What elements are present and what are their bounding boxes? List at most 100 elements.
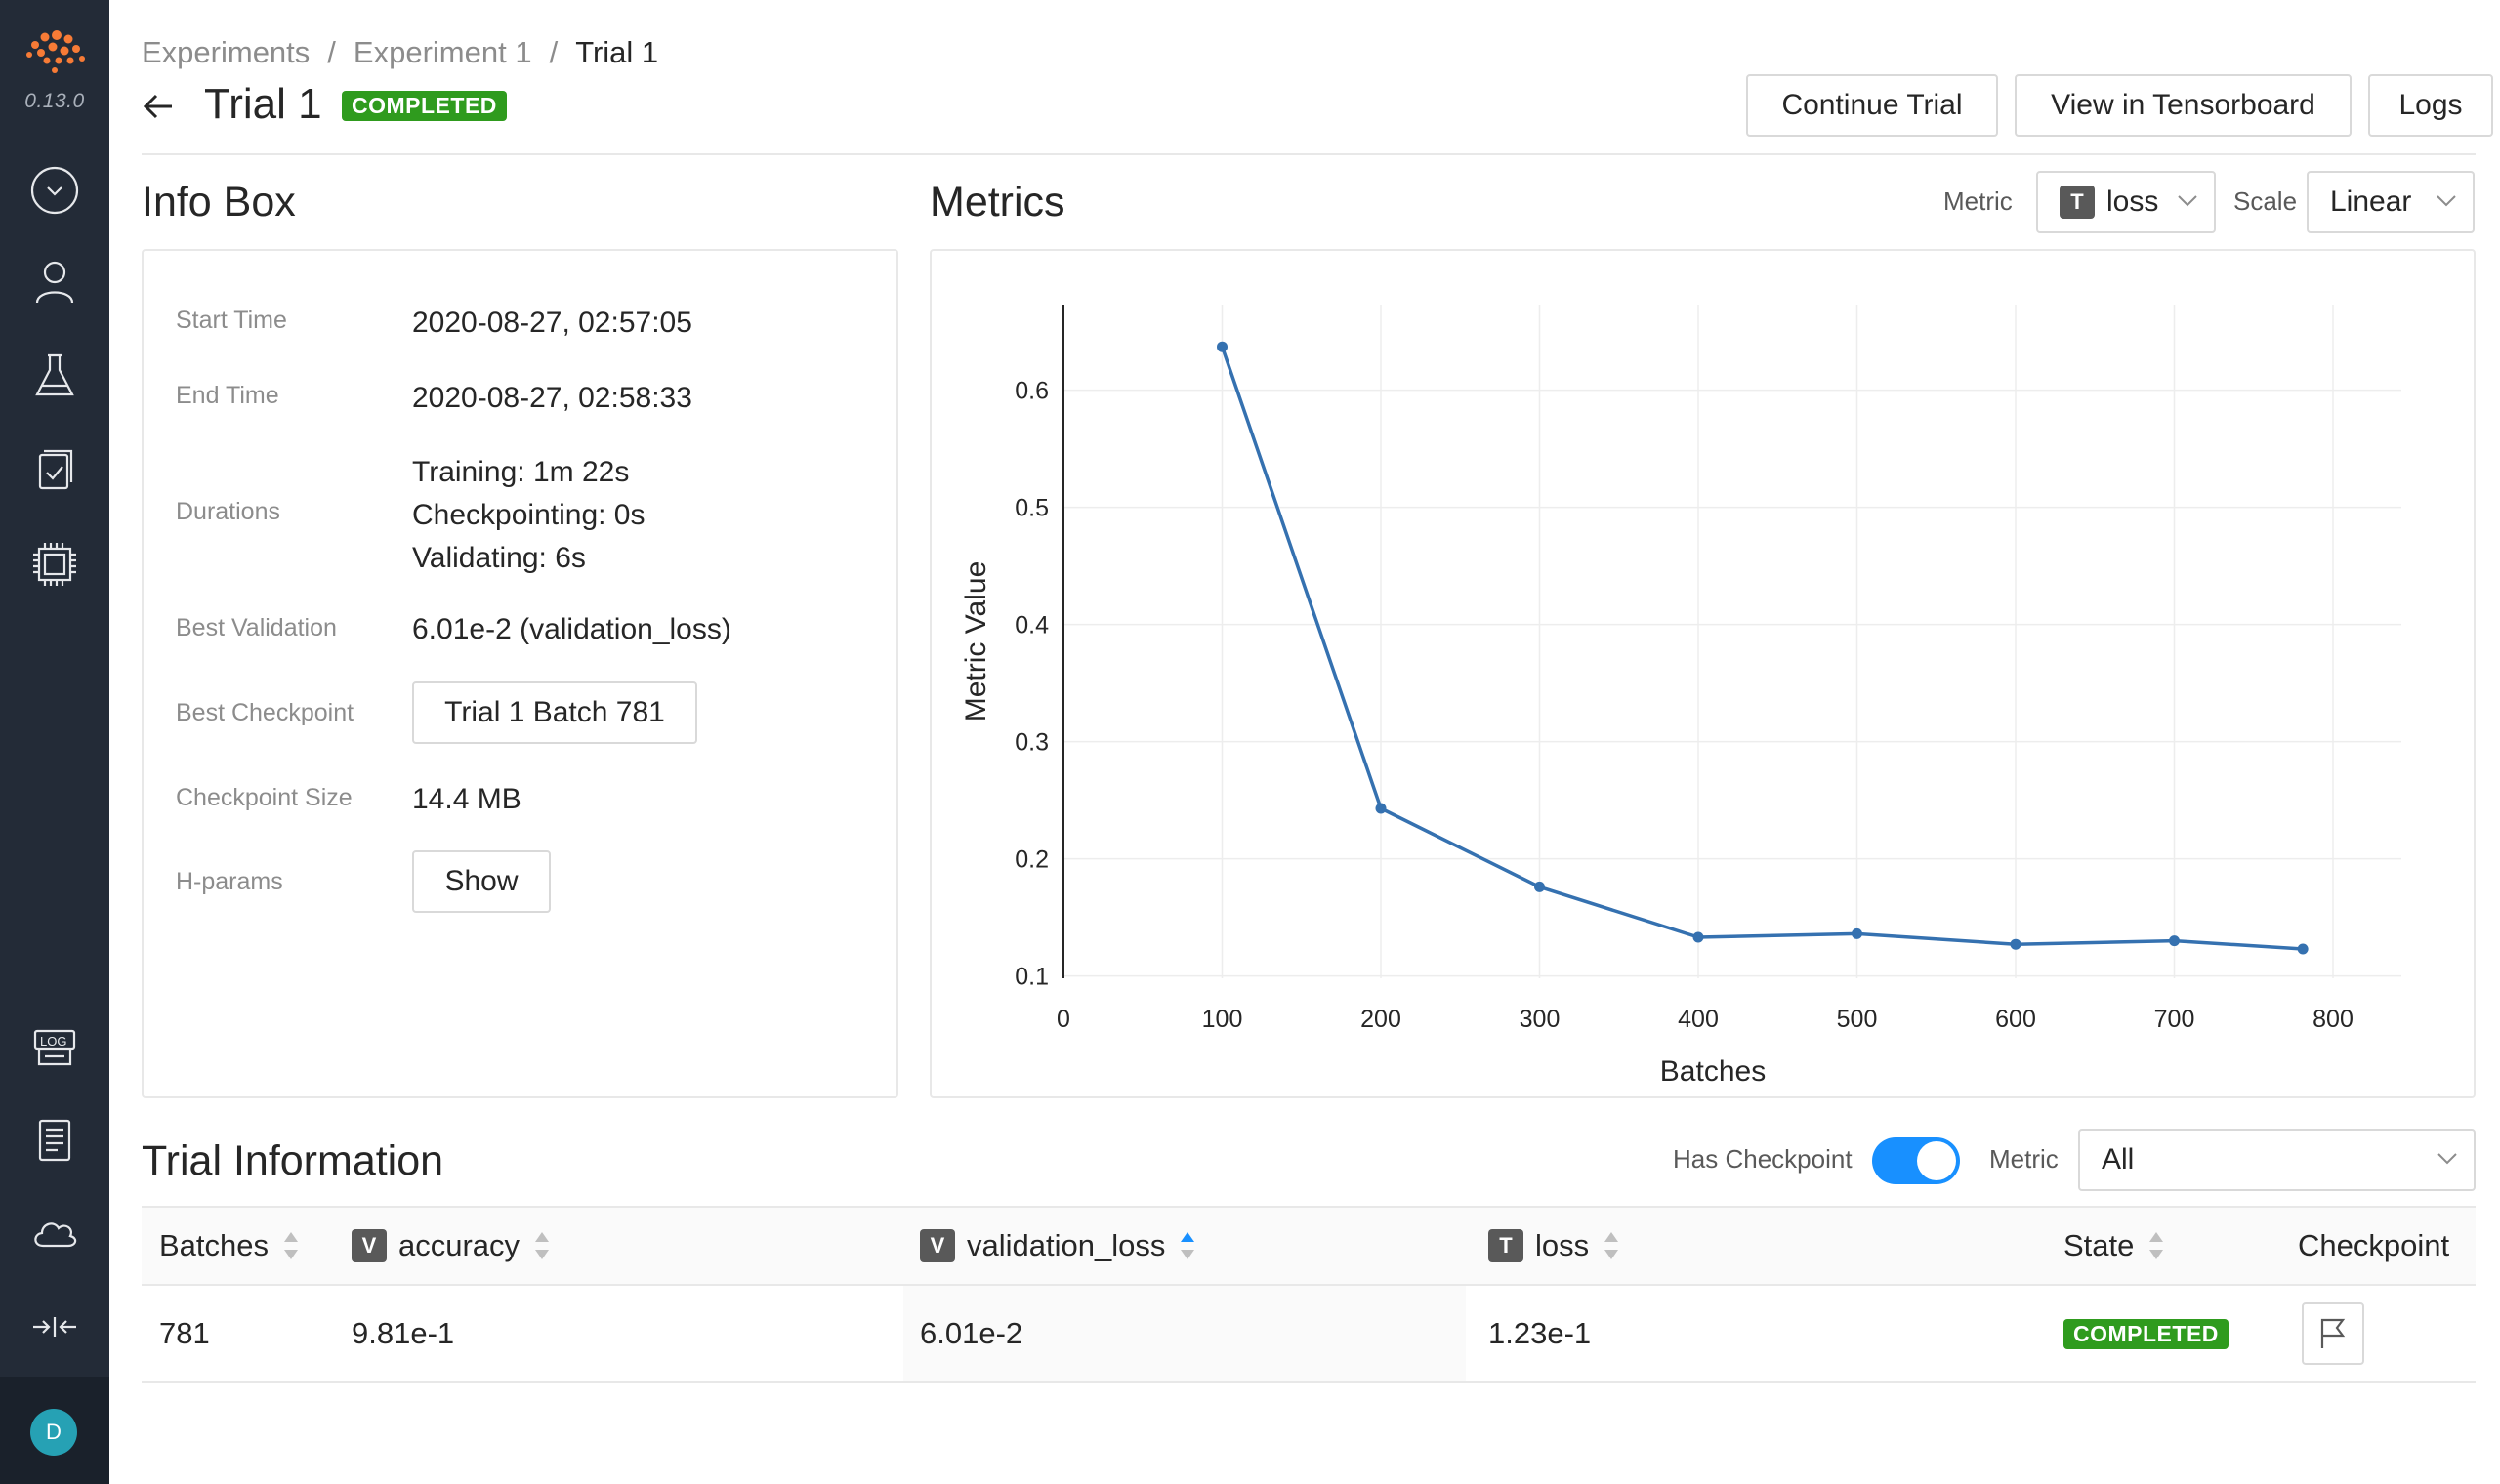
data-point bbox=[2297, 943, 2309, 955]
series-line bbox=[1220, 346, 2304, 951]
metric-select[interactable]: T loss bbox=[2036, 171, 2216, 233]
y-tick-label: 0.6 bbox=[1015, 378, 1049, 405]
col-header-validation-loss[interactable]: V validation_loss bbox=[920, 1208, 1195, 1284]
validation-tag: V bbox=[352, 1229, 387, 1262]
col-label: loss bbox=[1535, 1228, 1590, 1262]
trial-metric-value: All bbox=[2102, 1143, 2135, 1175]
sidebar: 0.13.0 LOG D bbox=[0, 0, 109, 1484]
col-label: State bbox=[2063, 1228, 2135, 1262]
document-icon[interactable] bbox=[25, 1111, 84, 1170]
determined-logo-icon[interactable] bbox=[18, 25, 92, 80]
cell-checkpoint bbox=[2302, 1286, 2364, 1381]
sort-ascending-icon bbox=[1181, 1232, 1195, 1259]
y-tick-label: 0.1 bbox=[1015, 964, 1049, 991]
cluster-chip-icon[interactable] bbox=[25, 535, 84, 594]
col-header-checkpoint: Checkpoint bbox=[2298, 1228, 2450, 1262]
metric-select-label: Metric bbox=[1943, 186, 2013, 216]
app-version: 0.13.0 bbox=[24, 90, 85, 112]
data-point bbox=[1375, 803, 1387, 814]
status-badge: COMPLETED bbox=[342, 91, 507, 121]
breadcrumb-separator: / bbox=[549, 35, 559, 69]
checkpoint-flag-button[interactable] bbox=[2302, 1302, 2364, 1365]
validation-tag: V bbox=[920, 1229, 955, 1262]
sort-icon bbox=[2149, 1232, 2164, 1259]
sorted-column-bg bbox=[903, 1286, 1466, 1381]
start-time-value: 2020-08-27, 02:57:05 bbox=[412, 307, 692, 339]
col-header-loss[interactable]: T loss bbox=[1488, 1208, 1619, 1284]
y-tick-label: 0.2 bbox=[1015, 846, 1049, 874]
x-tick-label: 300 bbox=[1520, 1006, 1561, 1033]
scale-select[interactable]: Linear bbox=[2307, 171, 2475, 233]
scale-select-value: Linear bbox=[2330, 186, 2412, 218]
sort-icon bbox=[1604, 1232, 1619, 1259]
scale-select-label: Scale bbox=[2233, 186, 2298, 216]
continue-trial-button[interactable]: Continue Trial bbox=[1746, 74, 1998, 137]
avatar[interactable]: D bbox=[30, 1409, 77, 1456]
x-tick-label: 0 bbox=[1057, 1006, 1070, 1033]
col-label: validation_loss bbox=[967, 1228, 1166, 1262]
metrics-chart[interactable]: 0 100 200 300 400 500 600 700 800 0.1 0.2 0.3 0.4 0.5… bbox=[932, 251, 2478, 1100]
flask-icon[interactable] bbox=[25, 347, 84, 405]
log-icon[interactable]: LOG bbox=[25, 1017, 84, 1076]
metric-select-value: loss bbox=[2106, 186, 2159, 218]
cell-validation-loss: 6.01e-2 bbox=[920, 1316, 1023, 1350]
best-validation-label: Best Validation bbox=[176, 614, 337, 641]
x-tick-label: 200 bbox=[1360, 1006, 1401, 1033]
info-box: Start Time 2020-08-27, 02:57:05 End Time… bbox=[142, 249, 898, 1098]
chart-series bbox=[1217, 341, 2309, 955]
x-tick-label: 700 bbox=[2154, 1006, 2195, 1033]
best-checkpoint-button[interactable]: Trial 1 Batch 781 bbox=[412, 681, 697, 744]
tasks-icon[interactable] bbox=[25, 441, 84, 500]
svg-text:LOG: LOG bbox=[40, 1034, 66, 1049]
data-point bbox=[1534, 881, 1545, 892]
x-axis-label: Batches bbox=[1660, 1055, 1766, 1088]
user-icon[interactable] bbox=[25, 252, 84, 310]
x-tick-label: 600 bbox=[1995, 1006, 2036, 1033]
has-checkpoint-toggle[interactable] bbox=[1872, 1137, 1960, 1184]
cell-batches: 781 bbox=[159, 1316, 210, 1350]
col-header-accuracy[interactable]: V accuracy bbox=[352, 1208, 550, 1284]
cloud-icon[interactable] bbox=[25, 1205, 84, 1263]
breadcrumb-experiments[interactable]: Experiments bbox=[142, 35, 311, 69]
checkpoint-size-label: Checkpoint Size bbox=[176, 784, 353, 811]
cell-accuracy: 9.81e-1 bbox=[352, 1316, 455, 1350]
trial-info-title: Trial Information bbox=[142, 1137, 444, 1184]
hparams-show-button[interactable]: Show bbox=[412, 850, 551, 913]
y-axis-label: Metric Value bbox=[960, 561, 992, 722]
data-point bbox=[2169, 935, 2180, 947]
breadcrumb-experiment[interactable]: Experiment 1 bbox=[353, 35, 532, 69]
end-time-label: End Time bbox=[176, 382, 279, 409]
cell-loss: 1.23e-1 bbox=[1488, 1316, 1592, 1350]
chart-grid bbox=[1063, 305, 2401, 978]
x-tick-label: 400 bbox=[1678, 1006, 1719, 1033]
start-time-label: Start Time bbox=[176, 307, 287, 334]
back-arrow-icon[interactable] bbox=[142, 90, 175, 123]
x-tick-label: 100 bbox=[1202, 1006, 1243, 1033]
metrics-chart-card: 0 100 200 300 400 500 600 700 800 0.1 0.2 0.3 0.4 0.5… bbox=[930, 249, 2476, 1098]
has-checkpoint-label: Has Checkpoint bbox=[1673, 1144, 1853, 1174]
hparams-label: H-params bbox=[176, 868, 283, 895]
end-time-value: 2020-08-27, 02:58:33 bbox=[412, 382, 692, 414]
col-header-state[interactable]: State bbox=[2063, 1208, 2164, 1284]
best-checkpoint-label: Best Checkpoint bbox=[176, 699, 354, 726]
duration-validating: Validating: 6s bbox=[412, 542, 586, 574]
collapse-icon[interactable] bbox=[25, 1298, 84, 1356]
best-validation-value: 6.01e-2 (validation_loss) bbox=[412, 613, 731, 645]
header-divider bbox=[142, 153, 2476, 155]
cell-state: COMPLETED bbox=[2063, 1286, 2229, 1381]
sort-icon bbox=[284, 1232, 299, 1259]
trial-metric-select[interactable]: All bbox=[2078, 1129, 2476, 1191]
tensorboard-button[interactable]: View in Tensorboard bbox=[2015, 74, 2352, 137]
data-point bbox=[2010, 938, 2021, 950]
data-point bbox=[1692, 931, 1704, 943]
table-row[interactable]: 781 9.81e-1 6.01e-2 1.23e-1 COMPLETED bbox=[142, 1286, 2476, 1383]
chevron-down-icon bbox=[2438, 1153, 2457, 1165]
dropdown-circle-icon[interactable] bbox=[25, 161, 84, 220]
info-box-title: Info Box bbox=[142, 179, 296, 226]
toggle-knob bbox=[1917, 1141, 1956, 1180]
x-tick-label: 800 bbox=[2312, 1006, 2354, 1033]
col-header-batches[interactable]: Batches bbox=[159, 1208, 299, 1284]
logs-button[interactable]: Logs bbox=[2368, 74, 2493, 137]
table-header: Batches V accuracy V validation_loss T l… bbox=[142, 1208, 2476, 1286]
y-tick-label: 0.5 bbox=[1015, 495, 1049, 522]
